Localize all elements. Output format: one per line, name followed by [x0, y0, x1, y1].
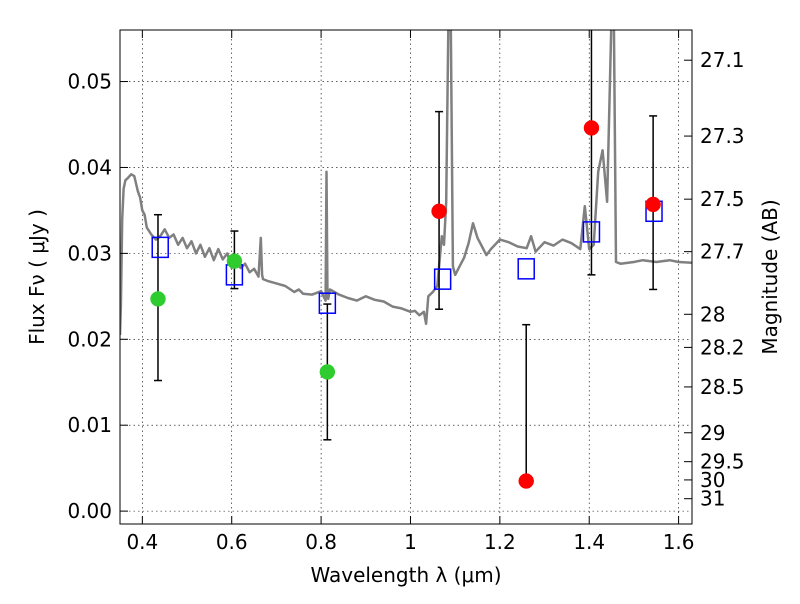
- y-axis-label: Flux Fν ( μJy ): [25, 209, 49, 345]
- green-data-point: [319, 364, 336, 380]
- model-square-marker: [517, 258, 535, 280]
- plot-frame: [119, 29, 693, 525]
- right-tick-label: 29.5: [700, 450, 745, 474]
- spectrum-layer: [120, 30, 692, 336]
- x-tick-label: 1.4: [573, 530, 605, 554]
- x-tick-label: 0.4: [126, 530, 158, 554]
- x-tick-label: 0.6: [216, 530, 248, 554]
- x-tick-label: 0.8: [305, 530, 337, 554]
- spectrum-line: [120, 30, 692, 336]
- y-tick-label: 0.04: [67, 155, 112, 179]
- right-tick-label: 28: [700, 302, 725, 326]
- y-tick-label: 0.05: [67, 70, 112, 94]
- green-data-point: [150, 291, 166, 307]
- red-data-point: [583, 120, 600, 136]
- model-square-marker: [582, 221, 601, 243]
- green-data-point: [226, 253, 243, 269]
- red-data-point: [431, 203, 447, 220]
- red-data-point: [645, 196, 661, 213]
- x-axis-label: Wavelength λ (μm): [310, 563, 501, 587]
- right-tick-label: 27.7: [700, 240, 745, 264]
- right-tick-label: 31: [700, 487, 725, 511]
- red-data-point: [518, 473, 534, 489]
- y-tick-label: 0.03: [67, 241, 112, 265]
- right-tick-label: 28.5: [700, 375, 745, 399]
- grid-lines: [120, 30, 692, 524]
- x-tick-label: 1: [404, 530, 417, 554]
- right-tick-label: 27.1: [700, 48, 745, 72]
- right-axis-label: Magnitude (AB): [758, 199, 782, 354]
- right-tick-label: 27.3: [700, 124, 745, 148]
- axis-ticks: 0.4 0.6 0.8 1 1.2 1.4 1.6 0.00 0.01 0.02 0.03 0.04 0…: [67, 30, 745, 554]
- right-tick-label: 27.5: [700, 187, 745, 211]
- y-tick-label: 0.00: [67, 499, 112, 523]
- model-square-marker: [433, 268, 452, 290]
- model-square-marker: [151, 236, 169, 259]
- x-tick-label: 1.6: [663, 530, 695, 554]
- y-tick-label: 0.01: [67, 413, 112, 437]
- right-tick-label: 28.2: [700, 335, 745, 359]
- right-tick-label: 30: [700, 468, 725, 492]
- right-tick-label: 29: [700, 421, 725, 445]
- model-square-marker: [318, 292, 337, 314]
- x-tick-label: 1.2: [484, 530, 516, 554]
- marker-layer: [150, 120, 663, 489]
- y-tick-label: 0.02: [67, 327, 112, 351]
